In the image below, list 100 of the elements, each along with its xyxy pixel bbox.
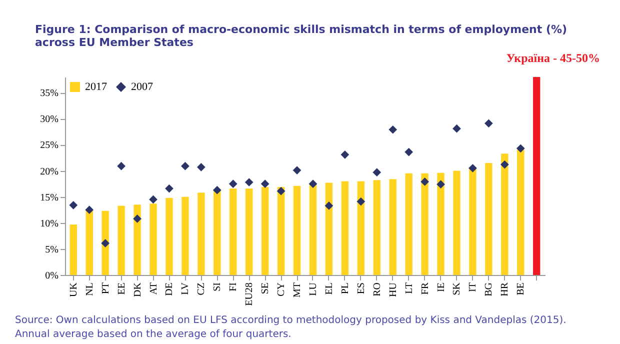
bar — [214, 190, 221, 275]
x-tick-label: LU — [308, 282, 319, 296]
point — [228, 180, 238, 188]
y-tick-label: 10% — [40, 218, 58, 230]
bar — [357, 181, 364, 275]
point — [117, 162, 126, 170]
legend-label: 2007 — [131, 81, 154, 93]
x-tick-label: ES — [356, 282, 367, 294]
point — [516, 144, 525, 153]
y-tick-label: 15% — [40, 192, 58, 204]
bar — [421, 173, 428, 275]
x-tick-label: EE — [116, 282, 128, 295]
x-tick-label: AT — [148, 282, 160, 295]
point — [276, 186, 286, 196]
bar — [70, 224, 77, 275]
point — [212, 186, 222, 194]
point — [69, 200, 78, 210]
legend-label: 2017 — [85, 81, 108, 93]
x-tick-label: NL — [84, 282, 96, 296]
bar — [309, 184, 317, 275]
x-tick-label: SK — [452, 282, 463, 296]
x-tick-label: BG — [484, 282, 495, 296]
bar — [405, 173, 412, 275]
point — [324, 202, 334, 210]
bar — [182, 196, 189, 275]
point — [468, 164, 477, 172]
point — [101, 239, 110, 248]
point — [372, 168, 382, 177]
point — [149, 195, 158, 204]
bar — [389, 179, 396, 275]
bar — [293, 186, 301, 275]
point — [388, 125, 398, 134]
bar — [485, 162, 492, 275]
point — [500, 160, 509, 169]
point — [85, 206, 94, 214]
x-tick-label: LT — [404, 282, 415, 294]
bar — [501, 154, 508, 275]
x-tick-label: FR — [420, 282, 431, 295]
bar — [517, 149, 524, 275]
text: Україна - 45-50% — [506, 51, 600, 65]
bar — [373, 180, 380, 275]
x-tick-label: HU — [388, 282, 399, 297]
source-note: Source: Own calculations based on EU LFS according to methodology proposed by Kiss and Vandeplas (2015). Annual average based on the average of four quarters. — [15, 315, 566, 340]
point — [133, 214, 142, 223]
bar — [150, 204, 157, 275]
point — [181, 162, 190, 170]
chart-title: Figure 1: Comparison of macro-economic skills mismatch in terms of employment (%) across EU Member States — [35, 23, 568, 49]
point — [484, 119, 493, 128]
x-tick-label: UK — [68, 282, 80, 297]
bar — [118, 206, 125, 275]
bar — [230, 188, 237, 275]
point — [436, 180, 445, 189]
x-tick-label: DK — [132, 282, 144, 297]
bar — [166, 198, 173, 275]
bar — [533, 77, 540, 275]
point — [404, 148, 414, 156]
x-tick-label: MT — [292, 282, 304, 298]
y-tick-label: 20% — [40, 166, 58, 178]
x-tick-label: CY — [276, 282, 288, 296]
point — [196, 162, 206, 172]
bar — [134, 204, 141, 275]
x-tick-label: HR — [500, 282, 511, 296]
point — [244, 178, 254, 186]
y-tick-label: 30% — [40, 114, 58, 126]
x-tick-label: PL — [340, 282, 351, 294]
point — [340, 150, 350, 159]
point — [260, 180, 270, 188]
bar — [102, 210, 109, 275]
bar — [277, 186, 285, 275]
x-tick-label: CZ — [196, 282, 208, 296]
bar — [246, 188, 253, 275]
y-tick-label: 5% — [45, 244, 58, 256]
point — [420, 178, 429, 186]
x-tick-label: FI — [228, 282, 240, 292]
x-tick-label: BE — [516, 282, 527, 296]
point — [452, 124, 461, 133]
x-tick-label: EU28 — [244, 282, 256, 306]
x-tick-label: IT — [468, 282, 479, 292]
bar — [198, 192, 205, 275]
y-tick-label: 35% — [40, 88, 58, 100]
point — [308, 180, 318, 188]
x-tick-label: DE — [164, 282, 176, 296]
point — [165, 184, 174, 193]
bar — [325, 182, 333, 275]
x-tick-label: SE — [260, 282, 272, 294]
x-tick-label: PT — [100, 282, 112, 294]
y-tick-label: 0% — [45, 270, 58, 282]
y-tick-label: 25% — [40, 140, 58, 152]
bar — [86, 210, 93, 275]
bar — [469, 168, 476, 275]
bar — [453, 170, 460, 275]
bar — [341, 181, 349, 275]
x-tick-label: EL — [324, 282, 335, 295]
bar — [261, 186, 269, 275]
x-tick-label: LV — [180, 282, 192, 295]
point — [292, 166, 302, 174]
x-tick-label: IE — [436, 282, 447, 292]
x-tick-label: SI — [212, 282, 224, 292]
x-tick-label: RO — [372, 282, 383, 296]
bar — [437, 172, 444, 275]
